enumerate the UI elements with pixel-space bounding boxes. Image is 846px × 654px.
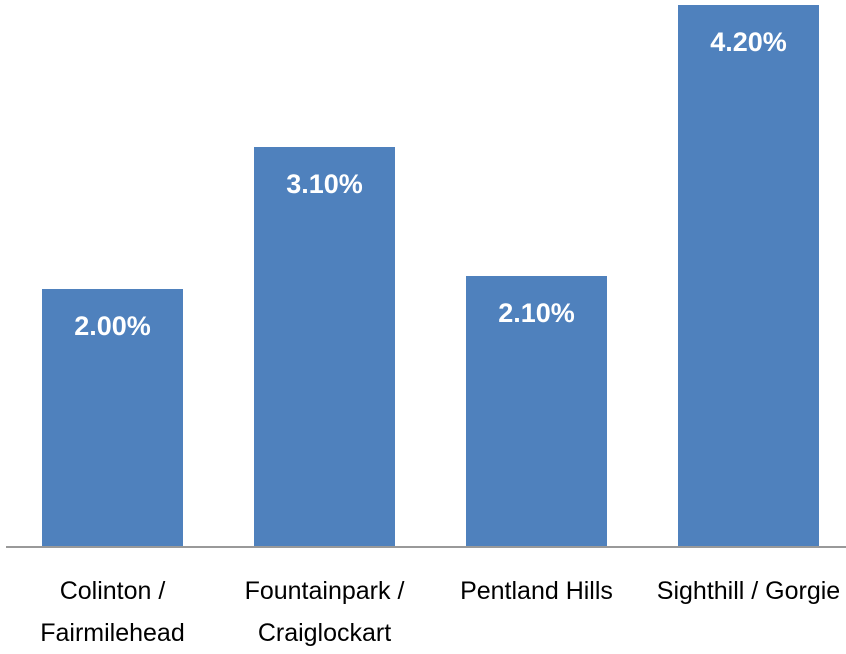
x-tick-label: Sighthill / Gorgie [646, 570, 846, 612]
x-axis [6, 546, 846, 548]
bar [254, 147, 395, 547]
bar [678, 5, 819, 547]
data-label: 2.10% [466, 298, 607, 329]
x-tick-label: Colinton / Fairmilehead [10, 570, 216, 654]
data-label: 3.10% [254, 169, 395, 200]
data-label: 2.00% [42, 311, 183, 342]
x-tick-label: Fountainpark / Craiglockart [222, 570, 428, 654]
x-tick-label: Pentland Hills [434, 570, 640, 612]
data-label: 4.20% [678, 27, 819, 58]
